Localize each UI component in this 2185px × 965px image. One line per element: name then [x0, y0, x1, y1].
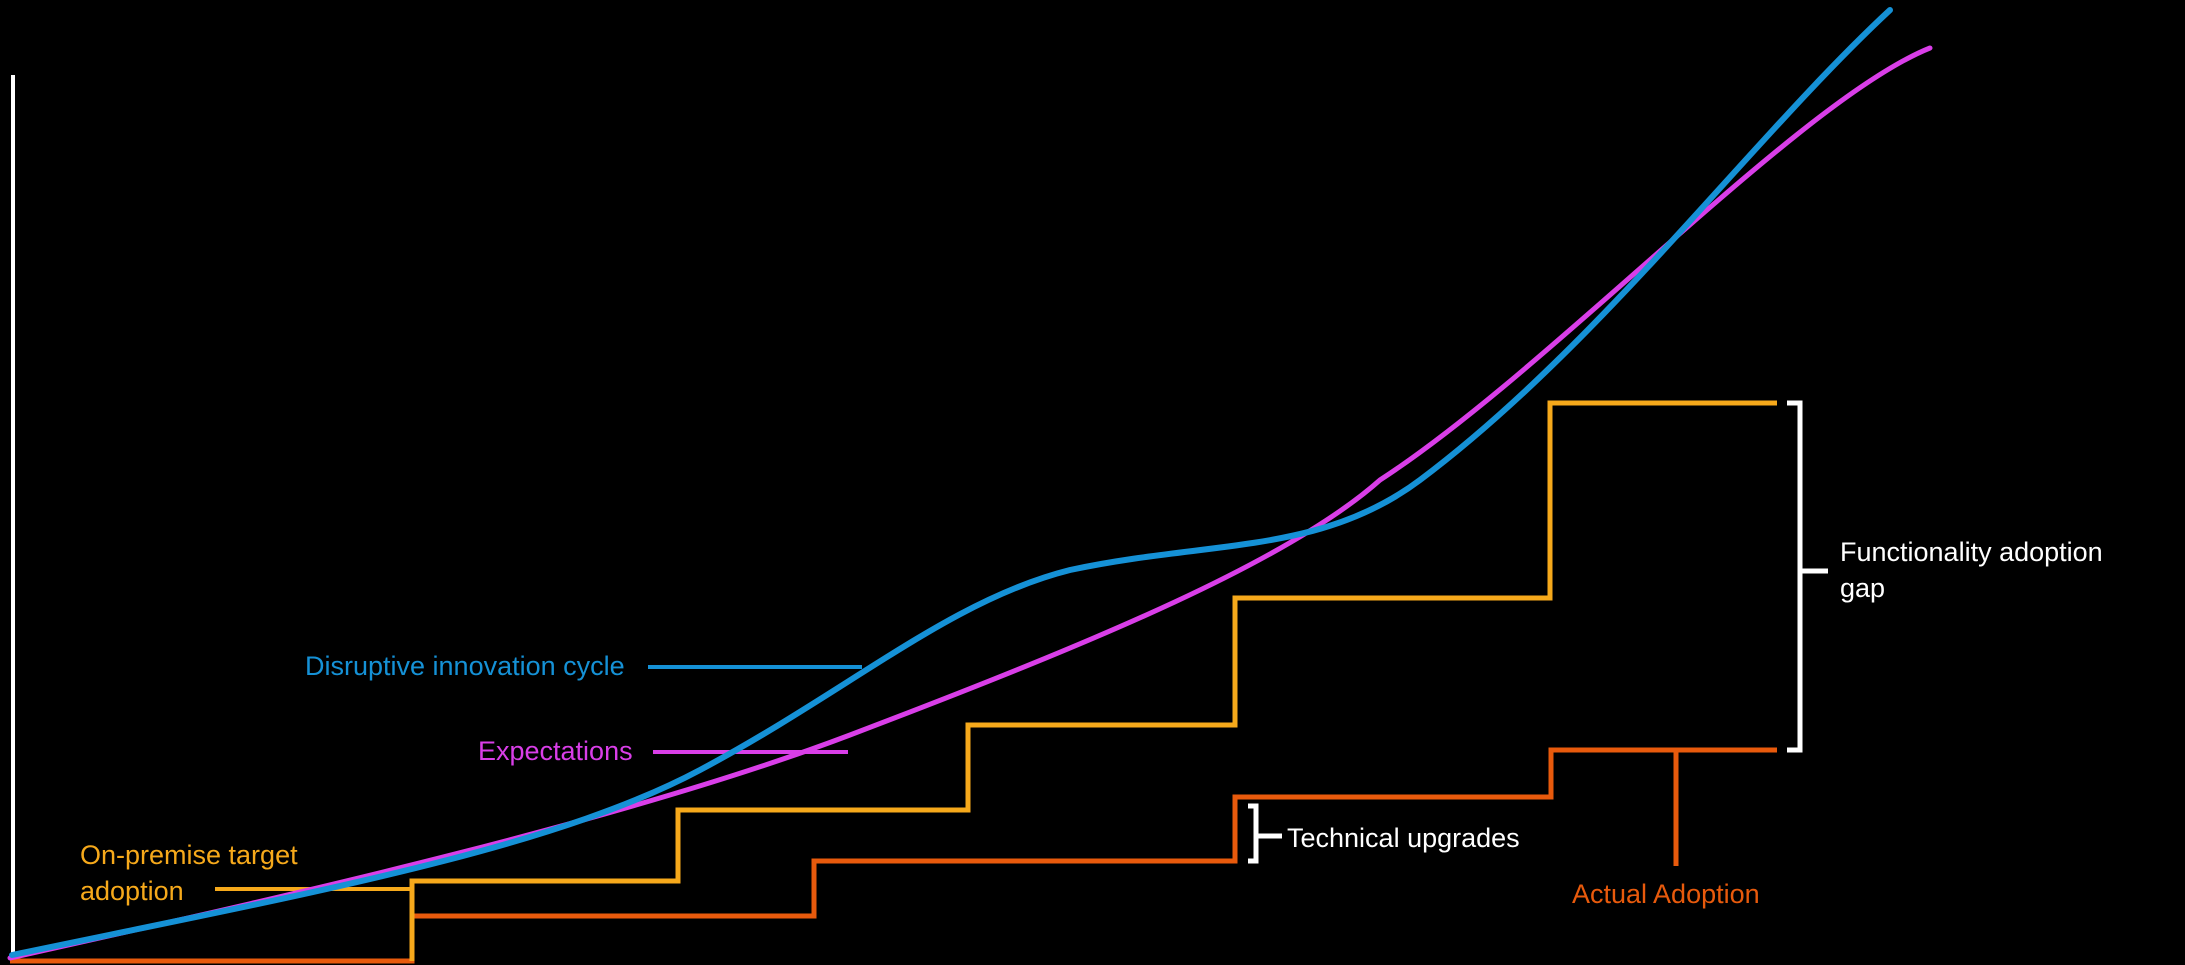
onprem-target-label-line2: adoption — [80, 876, 184, 906]
functionality-gap-label: Functionality adoption gap — [1840, 534, 2103, 606]
onprem-target-label: On-premise target adoption — [80, 837, 298, 909]
technical-upgrades-bracket — [1248, 803, 1282, 864]
disruptive-innovation-curve — [9, 7, 1893, 958]
actual-adoption-label: Actual Adoption — [1572, 879, 1760, 909]
disruptive-innovation-label: Disruptive innovation cycle — [305, 651, 625, 681]
expectations-label: Expectations — [478, 736, 633, 766]
onprem-target-staircase — [409, 400, 1777, 961]
functionality-gap-bracket — [1787, 400, 1828, 753]
functionality-gap-label-line1: Functionality adoption — [1840, 537, 2103, 567]
functionality-gap-label-line2: gap — [1840, 573, 1886, 603]
expectations-curve — [7, 45, 1933, 961]
onprem-target-label-line1: On-premise target — [80, 840, 298, 870]
technical-upgrades-label: Technical upgrades — [1287, 823, 1520, 853]
